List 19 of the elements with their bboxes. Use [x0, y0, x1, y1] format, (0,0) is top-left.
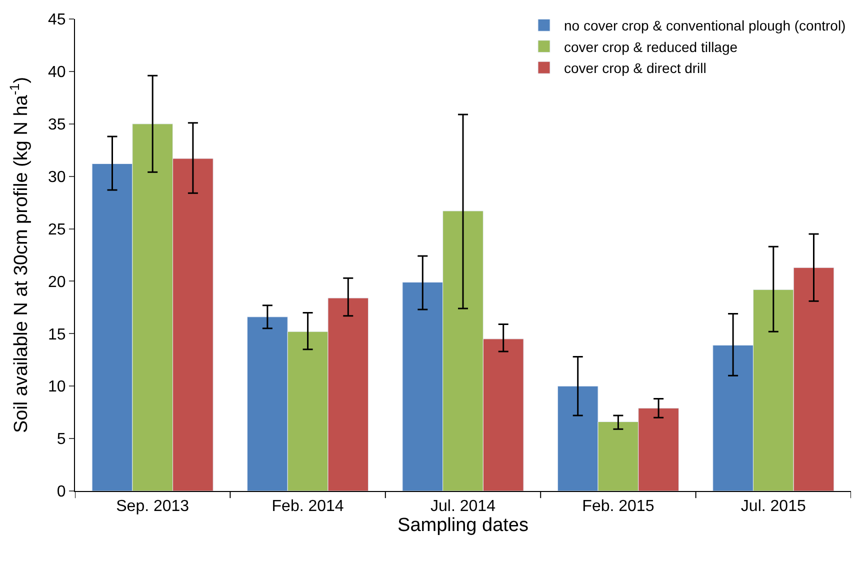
y-tick-label: 40	[48, 64, 66, 82]
x-tick-label: Sep. 2013	[116, 498, 190, 516]
y-tick-label: 15	[48, 326, 66, 344]
y-tick-label: 10	[48, 378, 66, 396]
legend-label: cover crop & reduced tillage	[564, 38, 738, 55]
legend-label: no cover crop & conventional plough (control)	[564, 18, 846, 34]
y-tick-label: 25	[48, 221, 66, 238]
legend-label: cover crop & direct drill	[564, 60, 706, 76]
x-tick-label: Jul. 2015	[740, 498, 806, 516]
y-tick-label: 0	[56, 484, 66, 501]
y-tick-label: 5	[56, 431, 66, 448]
y-tick-label: 30	[48, 168, 66, 186]
x-tick-label: Jul. 2014	[430, 498, 496, 516]
x-tick-label: Feb. 2014	[272, 498, 344, 516]
y-tick-label: 20	[48, 274, 66, 291]
x-axis-title: Sampling dates	[398, 515, 528, 536]
y-tick-label: 35	[48, 116, 66, 134]
y-tick-label: 45	[48, 12, 66, 29]
x-tick-label: Feb. 2015	[582, 498, 654, 516]
